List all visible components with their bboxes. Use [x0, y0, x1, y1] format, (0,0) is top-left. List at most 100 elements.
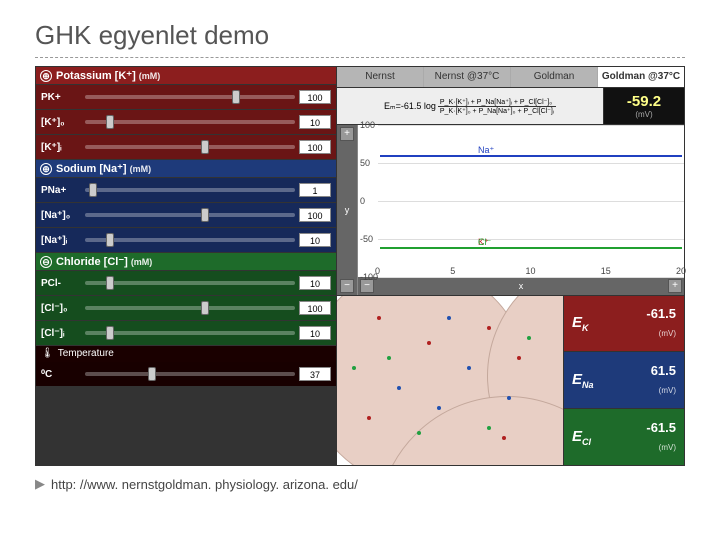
- chart-x-controls: − x +: [358, 277, 684, 295]
- x-plus-button[interactable]: +: [668, 279, 682, 293]
- x-tick: 20: [676, 266, 686, 276]
- slider-thumb[interactable]: [89, 183, 97, 197]
- e-unit: (mV): [659, 329, 676, 338]
- temp-slider-thumb[interactable]: [148, 367, 156, 381]
- ion-unit: (mM): [131, 257, 153, 267]
- expand-icon[interactable]: ⊕: [40, 70, 52, 82]
- slider-thumb[interactable]: [106, 233, 114, 247]
- sodium-slider-2: [Na⁺]ᵢ10: [36, 228, 336, 252]
- e-symbol: ECl: [572, 428, 591, 447]
- chart-plot: 100500-50-10005101520Na⁺K⁺Cl⁻: [358, 125, 684, 277]
- x-tick: 5: [450, 266, 455, 276]
- slider-thumb[interactable]: [106, 115, 114, 129]
- temp-value[interactable]: 37: [299, 367, 331, 381]
- e-unit: (mV): [659, 443, 676, 452]
- slider-track[interactable]: [85, 95, 295, 99]
- temp-label: Temperature: [58, 348, 114, 359]
- ion-dot: [487, 326, 491, 330]
- expand-icon[interactable]: ⊕: [40, 163, 52, 175]
- ion-dot: [427, 341, 431, 345]
- sodium-header: ⊕ Sodium [Na⁺](mM): [36, 160, 336, 177]
- y-minus-button[interactable]: −: [340, 279, 354, 293]
- ion-title: Sodium [Na⁺]: [56, 162, 127, 175]
- ion-title: Potassium [K⁺]: [56, 69, 136, 82]
- slider-value[interactable]: 10: [299, 233, 331, 247]
- slider-label: PK+: [41, 92, 81, 103]
- x-tick: 0: [375, 266, 380, 276]
- potassium-slider-2: [K⁺]ᵢ100: [36, 135, 336, 159]
- slider-thumb[interactable]: [201, 140, 209, 154]
- ion-dot: [517, 356, 521, 360]
- thermometer-icon: 🌡: [41, 348, 54, 359]
- e-values-column: EK-61.5(mV)ENa61.5(mV)ECl-61.5(mV): [564, 296, 684, 466]
- ion-dot: [447, 316, 451, 320]
- tab-1[interactable]: Nernst @37°C: [424, 67, 510, 87]
- slider-thumb[interactable]: [201, 301, 209, 315]
- temp-slider-track[interactable]: [85, 372, 295, 376]
- equation-row: Eₘ=-61.5 log P_K·[K⁺]ᵢ + P_Na[Na⁺]ᵢ + P_…: [337, 88, 684, 124]
- chart-line-Cl⁻: [380, 247, 682, 249]
- y-tick: 0: [360, 196, 365, 206]
- equation-result: -59.2 (mV): [604, 88, 684, 124]
- expand-icon[interactable]: ⊖: [40, 256, 52, 268]
- arrow-icon: ▶: [35, 476, 45, 492]
- slider-value[interactable]: 100: [299, 90, 331, 104]
- slider-value[interactable]: 1: [299, 183, 331, 197]
- slider-value[interactable]: 100: [299, 140, 331, 154]
- slider-track[interactable]: [85, 331, 295, 335]
- slider-value[interactable]: 100: [299, 301, 331, 315]
- e-number: 61.5: [651, 363, 676, 378]
- tab-3[interactable]: Goldman @37°C: [598, 67, 684, 87]
- equation-lhs: Eₘ=-61.5 log: [384, 101, 436, 112]
- slider-track[interactable]: [85, 120, 295, 124]
- slider-track[interactable]: [85, 306, 295, 310]
- slider-label: [Na⁺]₀: [41, 210, 81, 221]
- e-number: -61.5: [646, 420, 676, 435]
- slider-thumb[interactable]: [232, 90, 240, 104]
- slider-value[interactable]: 10: [299, 326, 331, 340]
- chart-line-label: Na⁺: [478, 145, 494, 156]
- temperature-header: 🌡 Temperature: [36, 346, 336, 361]
- slider-thumb[interactable]: [106, 326, 114, 340]
- slider-track[interactable]: [85, 145, 295, 149]
- ion-dot: [527, 336, 531, 340]
- y-plus-button[interactable]: +: [340, 127, 354, 141]
- e-symbol: ENa: [572, 371, 594, 390]
- gridline: [378, 277, 684, 278]
- temperature-slider-row: ⁰C37: [36, 362, 336, 386]
- tab-2[interactable]: Goldman: [511, 67, 597, 87]
- ion-dot: [502, 436, 506, 440]
- gridline: [378, 125, 684, 126]
- cell-visualization: [337, 296, 563, 466]
- ion-dot: [507, 396, 511, 400]
- slider-thumb[interactable]: [106, 276, 114, 290]
- ion-dot: [487, 426, 491, 430]
- tabs: NernstNernst @37°CGoldmanGoldman @37°C: [337, 67, 684, 87]
- slider-track[interactable]: [85, 213, 295, 217]
- chloride-slider-2: [Cl⁻]ᵢ10: [36, 321, 336, 345]
- right-panel: NernstNernst @37°CGoldmanGoldman @37°C E…: [337, 67, 684, 465]
- gridline: [378, 163, 684, 164]
- chloride-slider-1: [Cl⁻]₀100: [36, 296, 336, 320]
- slider-track[interactable]: [85, 238, 295, 242]
- slider-thumb[interactable]: [201, 208, 209, 222]
- ion-unit: (mM): [139, 71, 161, 81]
- gridline: [378, 201, 684, 202]
- ion-unit: (mM): [130, 164, 152, 174]
- tab-0[interactable]: Nernst: [337, 67, 423, 87]
- sodium-section: ⊕ Sodium [Na⁺](mM) PNa+1 [Na⁺]₀ 100 [Na⁺]ᵢ10: [36, 160, 336, 252]
- slider-track[interactable]: [85, 188, 295, 192]
- slider-track[interactable]: [85, 281, 295, 285]
- chloride-slider-0: PCl-10: [36, 271, 336, 295]
- chloride-header: ⊖Chloride [Cl⁻](mM): [36, 253, 336, 270]
- e-unit: (mV): [659, 386, 676, 395]
- page-title: GHK egyenlet demo: [35, 20, 685, 51]
- chart-y-controls: + y −: [337, 125, 357, 295]
- slider-value[interactable]: 10: [299, 276, 331, 290]
- sodium-slider-0: PNa+1: [36, 178, 336, 202]
- e-value-Na: ENa 61.5 (mV): [564, 352, 684, 408]
- slider-value[interactable]: 100: [299, 208, 331, 222]
- slider-value[interactable]: 10: [299, 115, 331, 129]
- e-number: -61.5: [646, 306, 676, 321]
- y-axis-label: y: [345, 205, 350, 215]
